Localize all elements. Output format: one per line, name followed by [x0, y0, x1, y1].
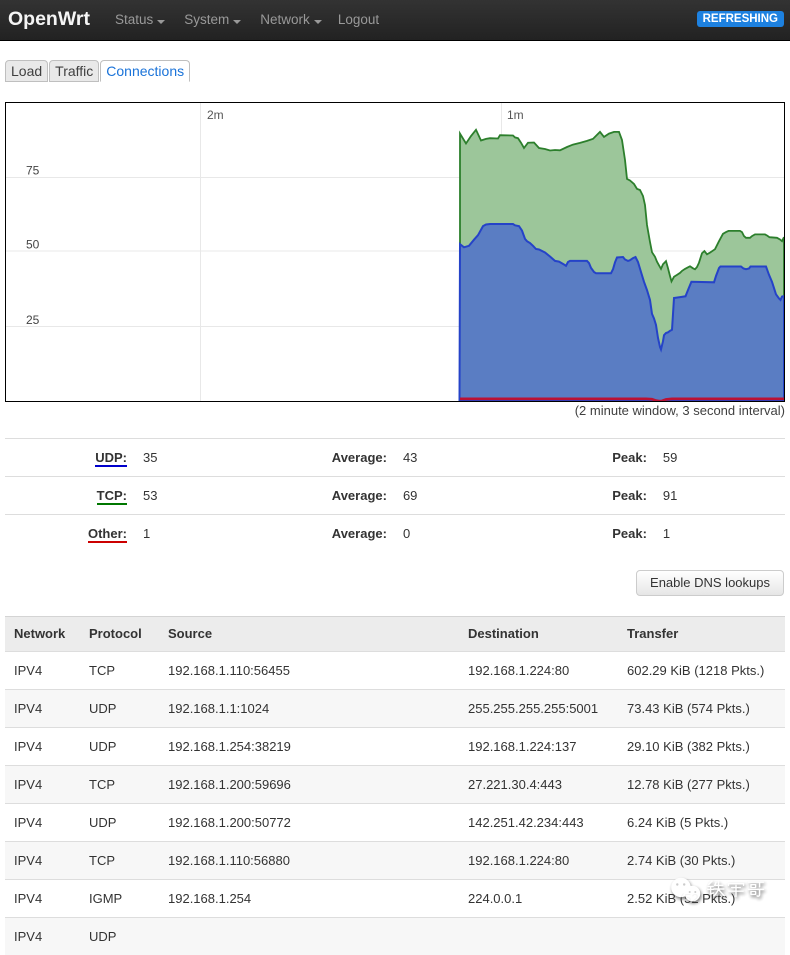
svg-text:75: 75	[26, 164, 40, 178]
svg-text:1m: 1m	[507, 108, 524, 122]
svg-text:25: 25	[26, 313, 40, 327]
svg-text:50: 50	[26, 238, 40, 252]
svg-text:2m: 2m	[207, 108, 224, 122]
